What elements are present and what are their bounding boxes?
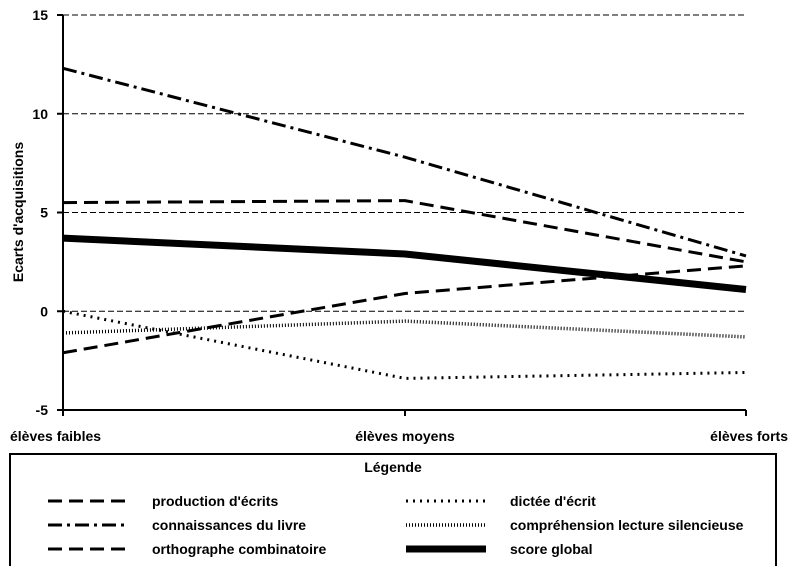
series-line xyxy=(62,319,747,339)
legend-swatch xyxy=(406,499,486,503)
y-tick-label: 5 xyxy=(40,205,48,221)
legend-item: score global xyxy=(406,539,592,559)
legend-swatch xyxy=(48,499,128,503)
series-line xyxy=(62,199,747,264)
legend-item: orthographe combinatoire xyxy=(48,539,326,559)
y-tick-label: 0 xyxy=(40,303,48,319)
legend-label: orthographe combinatoire xyxy=(152,541,327,557)
legend-swatch xyxy=(406,545,486,553)
legend-swatch xyxy=(48,547,128,551)
legend-label: dictée d'écrit xyxy=(510,493,596,509)
legend-label: connaissances du livre xyxy=(152,517,307,533)
y-tick-label: 15 xyxy=(32,7,48,23)
legend-item: connaissances du livre xyxy=(48,515,306,535)
series-line xyxy=(62,66,747,258)
y-tick-labels: -5 0 5 10 15 xyxy=(32,7,48,418)
legend-item: dictée d'écrit xyxy=(406,491,596,511)
legend-item: production d'écrits xyxy=(48,491,278,511)
x-tick-label: élèves faibles xyxy=(10,428,101,444)
y-tick-label: -5 xyxy=(36,402,49,418)
legend-label: production d'écrits xyxy=(152,493,279,509)
series-lines xyxy=(62,66,747,380)
series-line xyxy=(62,309,747,380)
y-axis-label: Ecarts d'acquisitions xyxy=(10,142,26,282)
legend-label: score global xyxy=(510,541,593,557)
legend-item: compréhension lecture silencieuse xyxy=(406,515,743,535)
legend-title: Légende xyxy=(364,459,422,475)
x-tick-label: élèves moyens xyxy=(355,428,455,444)
y-tick-label: 10 xyxy=(32,106,48,122)
legend: Légende production d'écrits connaissances… xyxy=(9,453,777,566)
axes xyxy=(57,14,747,416)
x-tick-label: élèves forts xyxy=(710,428,788,444)
x-tick-labels: élèves faibles élèves moyens élèves forts xyxy=(10,428,788,444)
series-line xyxy=(62,234,747,294)
legend-label: compréhension lecture silencieuse xyxy=(510,517,744,533)
grid-lines xyxy=(63,14,746,312)
legend-swatch xyxy=(406,523,486,527)
legend-swatch xyxy=(48,523,128,527)
